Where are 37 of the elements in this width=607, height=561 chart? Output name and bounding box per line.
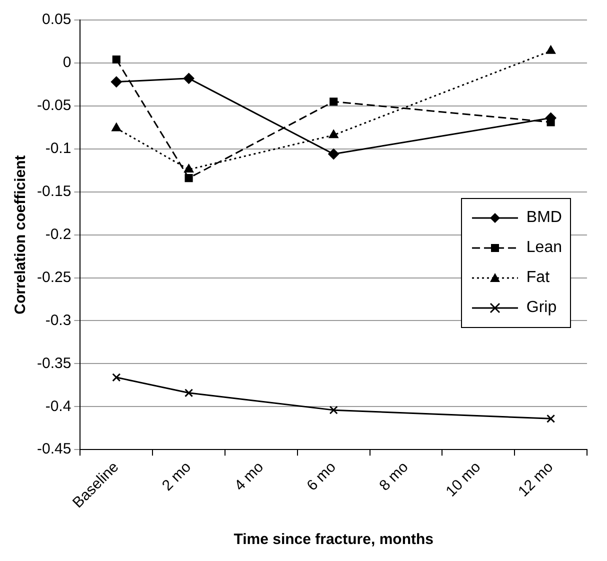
point bbox=[328, 130, 338, 138]
y-tick-label: -0.35 bbox=[36, 354, 72, 372]
y-tick-label: -0.3 bbox=[45, 312, 72, 329]
legend-label: Grip bbox=[526, 299, 557, 317]
point bbox=[184, 174, 193, 182]
point bbox=[329, 406, 338, 414]
legend-label: BMD bbox=[526, 209, 562, 227]
y-axis-title: Correlation coefficient bbox=[12, 155, 30, 314]
legend-label: Fat bbox=[526, 269, 550, 287]
x-tick-label: 8 mo bbox=[376, 458, 412, 494]
point bbox=[110, 76, 122, 88]
point bbox=[328, 148, 340, 160]
y-tick-label: -0.45 bbox=[36, 440, 72, 458]
y-tick-label: 0 bbox=[62, 54, 72, 72]
y-tick-label: -0.2 bbox=[45, 226, 72, 243]
point bbox=[546, 414, 556, 423]
x-axis-title: Time since fracture, months bbox=[234, 531, 434, 548]
y-tick-label: -0.25 bbox=[36, 268, 72, 286]
y-tick-label: -0.4 bbox=[45, 398, 72, 415]
point bbox=[112, 55, 120, 64]
x-tick-label: 10 mo bbox=[442, 458, 484, 500]
y-tick-label: -0.05 bbox=[36, 97, 72, 114]
y-tick-label: -0.1 bbox=[45, 140, 72, 158]
point bbox=[112, 122, 122, 132]
point bbox=[546, 45, 556, 54]
x-tick-label: 12 mo bbox=[515, 458, 557, 500]
x-tick-label: 2 mo bbox=[158, 458, 195, 494]
point bbox=[330, 98, 338, 106]
point bbox=[183, 72, 194, 84]
point bbox=[112, 373, 121, 382]
x-tick-label: 4 mo bbox=[231, 458, 267, 494]
y-tick-label: -0.15 bbox=[36, 182, 72, 200]
point bbox=[184, 388, 194, 398]
y-tick-label: 0.05 bbox=[42, 11, 72, 28]
x-tick-label: 6 mo bbox=[304, 458, 340, 494]
point bbox=[184, 164, 194, 172]
legend-label: Lean bbox=[526, 239, 562, 257]
